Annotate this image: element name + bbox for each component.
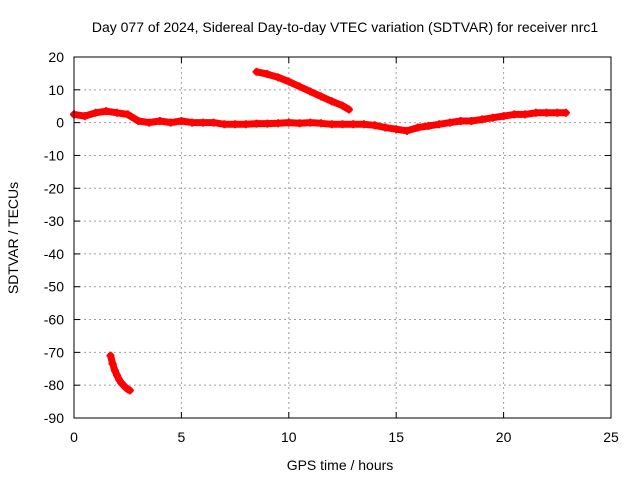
data-point [108,359,117,368]
y-tick-label: -40 [44,246,64,262]
data-point [155,116,164,125]
data-point [91,108,100,117]
data-point [134,116,143,125]
series-lower-arc [106,351,134,395]
y-tick-label: 10 [48,82,64,98]
series-main-track [70,107,570,135]
data-point [327,97,336,106]
data-point [553,108,562,117]
x-tick-label: 5 [178,429,186,445]
data-point [112,108,121,117]
data-point [123,110,132,119]
data-point [177,116,186,125]
data-point [241,120,250,129]
y-tick-label: -30 [44,213,64,229]
data-point [145,118,154,127]
data-point [327,120,336,129]
data-point [102,107,111,116]
data-point [542,108,551,117]
data-point [252,119,261,128]
data-point [284,77,293,86]
data-point [370,121,379,130]
y-tick-label: -50 [44,279,64,295]
data-point [209,118,218,127]
data-point [110,366,119,375]
x-tick-label: 0 [70,429,78,445]
data-point [338,101,347,110]
data-point [274,73,283,82]
y-tick-label: -90 [44,410,64,426]
data-point [198,118,207,127]
series-trace [253,68,353,113]
data-point [220,120,229,129]
plot-frame [73,56,612,419]
data-point [445,118,454,127]
x-tick-label: 15 [388,429,404,445]
data-layer [70,67,570,395]
data-point [531,108,540,117]
y-tick-label: -10 [44,147,64,163]
x-tick-label: 25 [603,429,619,445]
data-point [231,120,240,129]
data-point [424,121,433,130]
data-point [521,110,530,119]
data-point [188,118,197,127]
data-point [317,119,326,128]
x-axis-label: GPS time / hours [287,457,394,473]
data-point [295,82,304,91]
y-tick-label: -70 [44,344,64,360]
data-point [284,118,293,127]
y-tick-label: 20 [48,49,64,65]
data-point [306,118,315,127]
y-tick-label: -60 [44,312,64,328]
data-point [381,123,390,132]
y-tick-label: -20 [44,180,64,196]
tick-layer: 0 5 10 15 20 25 20 10 0 -10 -20 -30 -40 -50 -60 -70 -80 -… [44,49,619,445]
data-point [263,70,272,79]
data-point [295,119,304,128]
y-tick-label: -80 [44,377,64,393]
data-point [510,110,519,119]
data-point [338,120,347,129]
data-point [359,120,368,129]
y-axis-label: SDTVAR / TECUs [5,182,21,294]
chart-title: Day 077 of 2024, Sidereal Day-to-day VTE… [92,19,598,35]
data-point [488,113,497,122]
data-point [456,116,465,125]
data-point [499,112,508,121]
data-point [306,87,315,96]
x-tick-label: 10 [281,429,297,445]
data-point [344,105,353,114]
data-point [166,118,175,127]
data-point [561,108,570,117]
x-tick-label: 20 [496,429,512,445]
data-point [435,120,444,129]
data-point [413,123,422,132]
data-point [274,119,283,128]
y-tick-label: 0 [56,115,64,131]
data-point [106,351,115,360]
data-point [392,125,401,134]
data-point [263,119,272,128]
data-point [252,67,261,76]
data-point [478,115,487,124]
series-upper-arc [252,67,353,114]
data-point [402,126,411,135]
data-point [80,112,89,121]
data-point [125,386,134,395]
data-point [467,116,476,125]
data-point [349,120,358,129]
data-point [317,92,326,101]
data-point [112,371,121,380]
